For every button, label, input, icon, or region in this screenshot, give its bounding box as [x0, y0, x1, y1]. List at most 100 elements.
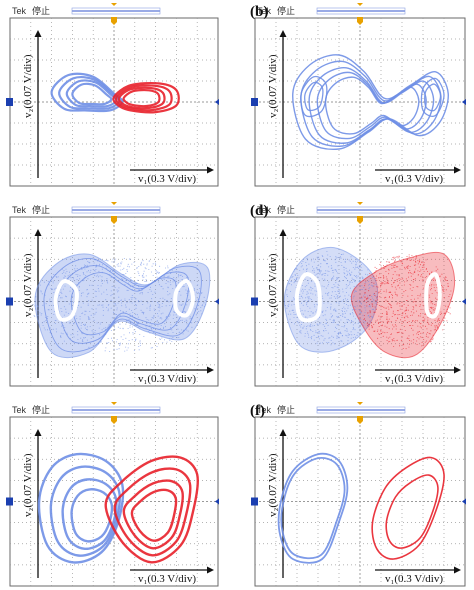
y-axis-arrowhead [279, 30, 287, 37]
trigger-point-icon [111, 202, 117, 205]
record-window [71, 7, 161, 15]
blue-scroll-loop-1 [50, 72, 124, 113]
channel-1-marker-icon [251, 297, 258, 306]
blue-chaotic-band [34, 253, 211, 358]
y-axis-label: v₂(0.07 V/div) [267, 253, 279, 317]
y-axis-label: v₂(0.07 V/div) [22, 54, 34, 118]
red-period-loop-loop-2 [113, 467, 192, 557]
trigger-marker-icon [111, 416, 117, 424]
channel-1-marker-icon [251, 497, 258, 506]
scope-brand: Tek [12, 205, 27, 215]
scope-brand: Tek [12, 6, 27, 16]
x-axis-arrowhead [454, 566, 461, 574]
trigger-marker-icon [357, 216, 363, 224]
red-hole-loop-1 [424, 272, 442, 319]
x-axis-label: v₁(0.3 V/div) [138, 373, 196, 385]
trigger-level-icon [215, 298, 219, 305]
x-axis-label: v₁(0.3 V/div) [385, 573, 443, 585]
panel-4: Tek 停止 v₂(0.07 V/div) v₁(0.3 V/div) (d) [250, 202, 466, 387]
scope-status: 停止 [32, 404, 50, 415]
blue-right-eye-loop-2 [424, 83, 442, 112]
record-window [316, 206, 406, 214]
red-period-loop-loop-1 [104, 455, 200, 564]
channel-1-marker-icon [6, 497, 13, 506]
x-axis-arrowhead [207, 166, 214, 174]
red-scroll-loop-1 [112, 82, 180, 114]
attractor-traces [283, 246, 456, 359]
scope-status: 停止 [277, 5, 295, 16]
trigger-level-icon [462, 99, 466, 105]
trigger-point-icon [111, 3, 117, 6]
panel-5: Tek 停止 v₂(0.07 V/div) v₁(0.3 V/div) [6, 402, 219, 587]
x-axis-label: v₁(0.3 V/div) [385, 373, 443, 385]
red-scroll-loop-3 [117, 86, 166, 110]
y-axis-arrowhead [279, 229, 287, 236]
blue-period-loop-loop-4 [70, 488, 114, 543]
record-window [71, 206, 161, 214]
record-window [316, 406, 406, 414]
panel-1: Tek 停止 v₂(0.07 V/div) v₁(0.3 V/div) [6, 3, 219, 187]
trigger-marker-icon [111, 216, 117, 224]
panel-label: (f) [250, 403, 265, 419]
blue-left-eye-loop-2 [304, 81, 324, 112]
trigger-point-icon [357, 202, 363, 205]
channel-1-marker-icon [6, 98, 13, 106]
blue-double-scroll-loop-4 [316, 71, 427, 140]
blue-scroll-loop-4 [71, 82, 113, 106]
record-window [316, 7, 406, 15]
blue-double-scroll-loop-3 [308, 66, 435, 144]
red-scroll-loop-4 [122, 88, 161, 108]
blue-double-scroll-loop-1 [292, 54, 449, 150]
blue-chaotic-points [285, 251, 378, 346]
y-axis-arrowhead [34, 30, 42, 37]
trigger-level-icon [215, 99, 219, 105]
red-period-loop-loop-3 [122, 479, 184, 550]
trigger-marker-icon [111, 17, 117, 25]
trigger-marker-icon [357, 17, 363, 25]
panel-2: Tek 停止 v₂(0.07 V/div) v₁(0.3 V/div) (b) [250, 3, 466, 187]
blue-left-eye-loop-1 [300, 75, 328, 118]
red-period-loop-loop-4 [130, 488, 178, 542]
panel-label: (b) [250, 4, 268, 20]
x-axis-arrowhead [454, 166, 461, 174]
panel-6: Tek 停止 v₂(0.07 V/div) v₁(0.3 V/div) (f) [250, 402, 466, 587]
x-axis-arrowhead [207, 366, 214, 374]
x-axis-arrowhead [207, 566, 214, 574]
trigger-level-icon [215, 498, 219, 505]
panel-3: Tek 停止 v₂(0.07 V/div) v₁(0.3 V/div) [6, 202, 219, 387]
attractor-traces [277, 452, 445, 564]
blue-right-hole-loop-1 [173, 279, 195, 318]
scope-status: 停止 [277, 204, 295, 215]
attractor-traces [37, 452, 200, 564]
channel-1-marker-icon [6, 297, 13, 306]
x-axis-arrowhead [454, 366, 461, 374]
blue-limit-cycle-loop-1 [277, 452, 349, 564]
blue-chaotic-loop-loop-1 [43, 258, 202, 353]
panel-label: (d) [250, 203, 268, 219]
attractor-traces [50, 72, 180, 114]
x-axis-label: v₁(0.3 V/div) [138, 173, 196, 185]
blue-chaotic-loop-loop-2 [57, 265, 190, 344]
y-axis-arrowhead [34, 229, 42, 236]
trigger-level-icon [462, 498, 466, 505]
blue-period-loop-loop-1 [37, 452, 125, 564]
scope-brand: Tek [12, 405, 27, 415]
x-axis-label: v₁(0.3 V/div) [385, 173, 443, 185]
attractor-traces [32, 253, 211, 358]
scope-brand: Tek [257, 405, 272, 415]
scope-brand: Tek [257, 205, 272, 215]
scope-status: 停止 [32, 204, 50, 215]
trigger-marker-icon [357, 416, 363, 424]
trigger-point-icon [111, 402, 117, 405]
blue-period-loop-loop-2 [49, 465, 121, 557]
y-axis-arrowhead [34, 429, 42, 436]
x-axis-label: v₁(0.3 V/div) [138, 573, 196, 585]
scope-status: 停止 [277, 404, 295, 415]
y-axis-arrowhead [279, 429, 287, 436]
red-scroll-loop-2 [114, 84, 173, 112]
scope-brand: Tek [257, 6, 272, 16]
panels-group: Tek 停止 v₂(0.07 V/div) v₁(0.3 V/div) Tek 停止 v₂(… [6, 3, 466, 587]
red-limit-cycle-loop-2 [385, 474, 439, 549]
y-axis-label: v₂(0.07 V/div) [22, 253, 34, 317]
